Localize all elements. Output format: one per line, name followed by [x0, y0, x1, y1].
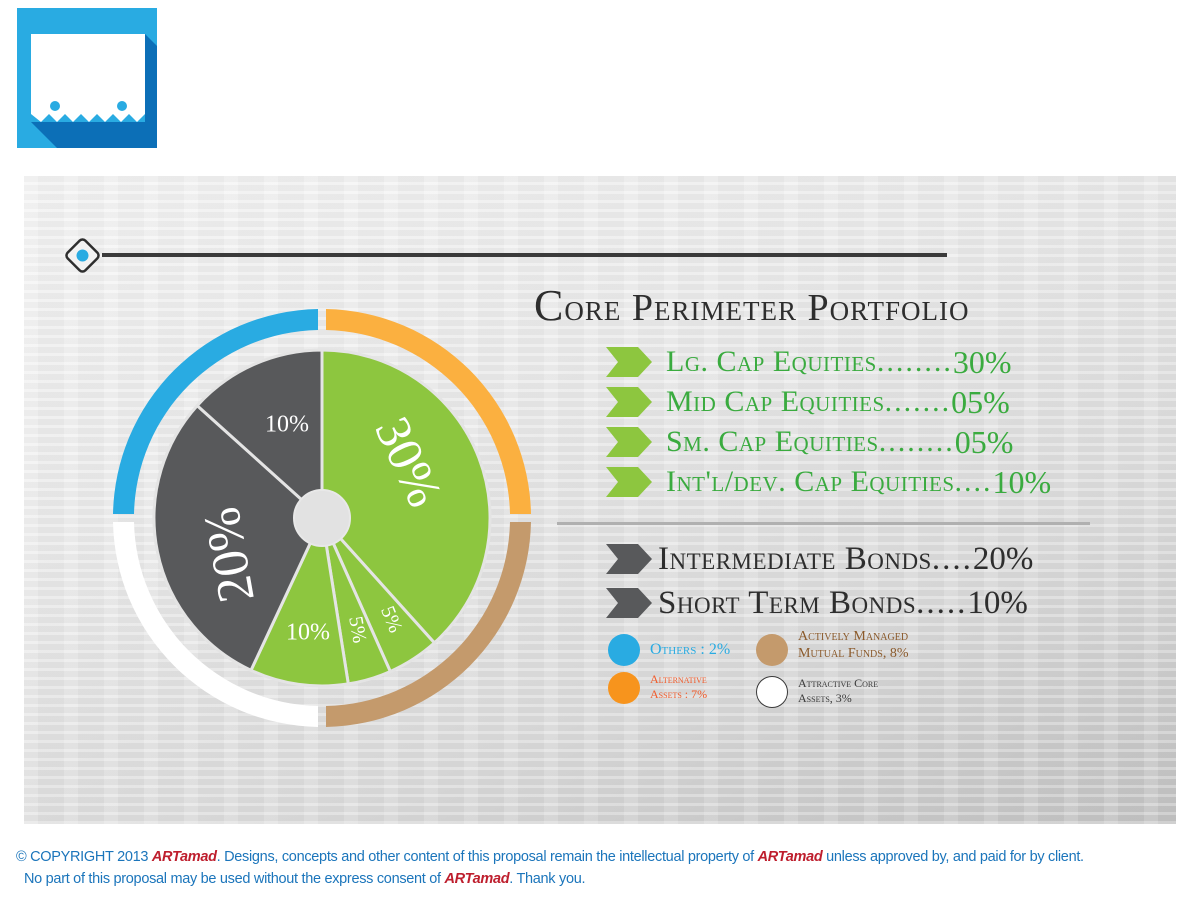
legend-line-1: Attractive Core: [798, 676, 879, 690]
legend-item-actively-managed: Actively Managed Mutual Funds, 8%: [756, 628, 909, 666]
leader-dots: ....: [931, 540, 973, 577]
slice-label-10a: 10%: [286, 620, 330, 646]
footer-text: No part of this proposal may be used wit…: [24, 871, 445, 887]
list-item-short-term-bonds: Short Term Bonds ..... 10%: [606, 581, 1033, 625]
footer-text: unless approved by, and paid for by clie…: [822, 849, 1084, 865]
legend-swatch-icon: [756, 676, 788, 708]
pie-slice-short-term-bonds: [195, 348, 324, 522]
ring-segment-alternative: [326, 309, 531, 514]
footer-text: . Thank you.: [509, 871, 586, 887]
allocation-percent: 30%: [952, 343, 1012, 380]
legend-line-2: Assets : 7%: [650, 687, 708, 701]
legend-item-others: Others : 2%: [608, 634, 730, 666]
page-title: Core Perimeter Portfolio: [534, 281, 970, 330]
chart-legend: Others : 2% Actively Managed Mutual Fund…: [608, 629, 1008, 714]
footer-text: © COPYRIGHT 2013: [16, 849, 152, 865]
legend-label: Actively Managed Mutual Funds, 8%: [798, 628, 909, 662]
slice-label-10b: 10%: [265, 412, 309, 438]
portfolio-donut-chart: 30% 5% 5% 10% 20% 10%: [113, 309, 531, 727]
list-item-intermediate-bonds: Intermediate Bonds .... 20%: [606, 537, 1033, 581]
bonds-list: Intermediate Bonds .... 20% Short Term B…: [606, 537, 1033, 625]
footer-line-1: © COPYRIGHT 2013 ARTamad. Designs, conce…: [0, 846, 1200, 868]
legend-label: Attractive Core Assets, 3%: [798, 676, 878, 706]
allocation-percent: 10%: [992, 463, 1052, 500]
section-divider: [557, 522, 1090, 525]
legend-swatch-icon: [608, 672, 640, 704]
ring-segment-others: [113, 309, 318, 514]
ticket-face-logo-icon: [17, 8, 157, 148]
footer-text: . Designs, concepts and other content of…: [216, 849, 758, 865]
pie-slice-intermediate-bonds: [152, 403, 324, 673]
allocation-label: Short Term Bonds: [658, 584, 917, 621]
green-chevron-icon: [606, 467, 652, 497]
brand-name: ARTamad: [151, 849, 217, 865]
legend-line-1: Others : 2%: [650, 641, 731, 658]
allocation-label: Intermediate Bonds: [658, 540, 932, 577]
allocation-percent: 20%: [972, 540, 1034, 577]
pie-slice-intl-dev: [249, 512, 351, 688]
dark-chevron-icon: [606, 544, 652, 574]
legend-item-alternative: Alternative Assets : 7%: [608, 672, 707, 704]
green-chevron-icon: [606, 427, 652, 457]
green-chevron-icon: [606, 347, 652, 377]
ring-segment-attractive-core: [113, 522, 318, 727]
equities-list: Lg. Cap Equities ........ 30% Mid Cap Eq…: [606, 342, 1051, 502]
ring-segment-actively-managed: [326, 522, 531, 727]
allocation-label: Sm. Cap Equities: [666, 425, 879, 458]
allocation-label: Lg. Cap Equities: [666, 345, 877, 378]
list-item-mid-cap: Mid Cap Equities ....... 05%: [606, 382, 1051, 422]
legend-label: Others : 2%: [650, 634, 730, 666]
legend-line-1: Actively Managed: [798, 629, 909, 644]
legend-line-1: Alternative: [650, 672, 707, 686]
leader-dots: ....: [954, 465, 993, 498]
slice-label-5b: 5%: [344, 615, 370, 645]
legend-line-2: Mutual Funds, 8%: [798, 646, 909, 661]
leader-dots: ........: [876, 345, 953, 378]
allocation-label: Mid Cap Equities: [666, 385, 885, 418]
legend-swatch-icon: [608, 634, 640, 666]
leader-dots: ........: [878, 425, 955, 458]
legend-label: Alternative Assets : 7%: [650, 672, 707, 702]
copyright-footer: © COPYRIGHT 2013 ARTamad. Designs, conce…: [0, 846, 1200, 890]
donut-center-hole: [293, 489, 351, 547]
brand-name: ARTamad: [757, 849, 823, 865]
list-item-intl-dev: Int'l/dev. Cap Equities .... 10%: [606, 462, 1051, 502]
slide-panel: 30% 5% 5% 10% 20% 10% Core Perimeter Por…: [24, 176, 1176, 824]
allocation-percent: 05%: [954, 423, 1014, 460]
legend-item-attractive-core: Attractive Core Assets, 3%: [756, 676, 878, 708]
allocation-percent: 05%: [951, 383, 1010, 420]
footer-line-2: No part of this proposal may be used wit…: [0, 868, 1200, 890]
allocation-label: Int'l/dev. Cap Equities: [666, 465, 955, 498]
list-item-lg-cap: Lg. Cap Equities ........ 30%: [606, 342, 1051, 382]
green-chevron-icon: [606, 387, 652, 417]
brand-name: ARTamad: [444, 871, 510, 887]
leader-dots: .......: [884, 385, 952, 418]
logo: [17, 8, 157, 148]
dark-chevron-icon: [606, 588, 652, 618]
leader-dots: .....: [916, 584, 968, 621]
legend-swatch-icon: [756, 634, 788, 666]
list-item-sm-cap: Sm. Cap Equities ........ 05%: [606, 422, 1051, 462]
legend-line-2: Assets, 3%: [798, 691, 852, 705]
pie-slice-lg-cap: [320, 348, 492, 646]
allocation-percent: 10%: [967, 584, 1028, 621]
